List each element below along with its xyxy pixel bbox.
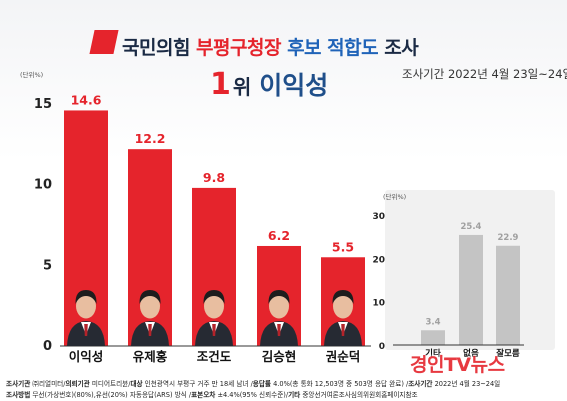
- bar: [496, 245, 520, 345]
- portrait-hair: [203, 290, 225, 304]
- person-portrait-icon: [195, 290, 233, 346]
- category-label: 이익성: [69, 349, 104, 364]
- winner-heading: 1 위 이익성: [210, 66, 328, 102]
- category-label-bg: [62, 347, 110, 364]
- title-topic: 후보 적합도: [287, 37, 379, 59]
- portrait-hair: [139, 290, 161, 304]
- unit-label: (단위%): [20, 70, 43, 79]
- y-tick-label: 10: [34, 178, 52, 193]
- footnote-text: 중앙선거여론조사심의위원회홈페이지참조: [300, 391, 418, 399]
- y-tick-label: 0: [379, 342, 385, 352]
- portrait-face: [140, 293, 160, 319]
- category-label-bg: [255, 347, 303, 364]
- footnote-key: 조사기관: [6, 380, 31, 388]
- value-label: 3.4: [425, 317, 440, 327]
- portrait-hair: [75, 290, 97, 304]
- watermark-logo: 경인TV뉴스: [410, 354, 505, 376]
- footnote-text: 2022년 4월 23~24일: [432, 380, 501, 388]
- footnote-key: 표본오차: [191, 391, 216, 399]
- portrait-face: [204, 293, 224, 319]
- footnote-key: 기타: [288, 391, 301, 399]
- y-tick-label: 15: [34, 97, 52, 112]
- title-survey: 조사: [384, 37, 419, 59]
- page-title: 국민의힘 부평구청장 후보 적합도 조사: [122, 33, 419, 60]
- portrait-face: [269, 293, 289, 319]
- portrait-tie: [277, 324, 281, 336]
- y-tick-label: 30: [372, 212, 385, 222]
- winner-name: 이익성: [259, 71, 329, 100]
- portrait-tie: [212, 324, 216, 336]
- footnote-text: ㈜리얼미터/: [30, 380, 66, 388]
- value-label: 9.8: [203, 170, 225, 185]
- portrait-tie: [341, 324, 345, 336]
- portrait-face: [76, 293, 96, 319]
- category-label: 조건도: [197, 349, 232, 364]
- category-label-bg: [126, 347, 174, 364]
- portrait-hair: [268, 290, 290, 304]
- footnote-key: 조사기간: [408, 380, 433, 388]
- portrait-hair: [332, 290, 354, 304]
- survey-period: 조사기간 2022년 4월 23일~24일: [402, 67, 567, 81]
- value-label: 25.4: [461, 222, 482, 232]
- y-tick-label: 0: [43, 339, 52, 354]
- category-label: 권순덕: [326, 349, 361, 364]
- value-label: 6.2: [268, 228, 290, 243]
- category-label: 기타: [425, 348, 441, 359]
- person-portrait-icon: [260, 290, 298, 346]
- category-label-bg: [319, 347, 367, 364]
- category-label-bg: [190, 347, 238, 364]
- y-tick-label: 5: [43, 258, 52, 273]
- portrait-tie: [148, 324, 152, 336]
- category-label: 없음: [463, 348, 479, 359]
- bar: [459, 234, 483, 345]
- rank-number: 1: [210, 67, 231, 102]
- footnote-text: 미디어트리뷴/: [89, 380, 131, 388]
- value-label: 12.2: [135, 131, 166, 146]
- footnote-text: 4.0%(총 통화 12,503명 중 503명 응답 완료) /: [271, 380, 409, 388]
- portrait-tie: [84, 324, 88, 336]
- footnote-line-2: 조사방법 무선(가상번호)(80%),유선(20%) 자동응답(ARS) 방식 …: [6, 389, 418, 399]
- footnote-key: 조사방법: [6, 391, 31, 399]
- person-portrait-icon: [324, 290, 362, 346]
- value-label: 22.9: [498, 233, 519, 243]
- portrait-face: [333, 293, 353, 319]
- category-label: 잘모름: [496, 348, 520, 359]
- footnote-line-1: 조사기관 ㈜리얼미터/의뢰기관 미디어트리뷴/대상 인천광역시 부평구 거주 만…: [6, 378, 500, 388]
- footnote-text: 무선(가상번호)(80%),유선(20%) 자동응답(ARS) 방식 /: [30, 391, 192, 399]
- person-portrait-icon: [67, 290, 105, 346]
- value-label: 5.5: [332, 239, 354, 254]
- bar: [421, 330, 445, 345]
- title-party: 국민의힘: [122, 37, 190, 59]
- rank-suffix: 위: [232, 75, 252, 99]
- bar: [192, 187, 236, 346]
- title-office: 부평구청장: [196, 37, 281, 59]
- value-label: 14.6: [71, 92, 102, 107]
- category-label: 김승현: [262, 349, 297, 364]
- footnote-key: 의뢰기관: [65, 380, 90, 388]
- footnote-text: ±4.4%(95% 신뢰수준)/: [215, 391, 289, 399]
- person-portrait-icon: [131, 290, 169, 346]
- category-label: 유제홍: [133, 349, 168, 364]
- footnote-key: 대상: [130, 380, 143, 388]
- y-tick-label: 10: [372, 299, 385, 309]
- footnote-key: 응답률: [252, 380, 271, 388]
- unit-label: (단위%): [383, 192, 406, 201]
- footnote-text: 인천광역시 부평구 거주 만 18세 남녀 /: [142, 380, 253, 388]
- y-tick-label: 20: [372, 255, 385, 265]
